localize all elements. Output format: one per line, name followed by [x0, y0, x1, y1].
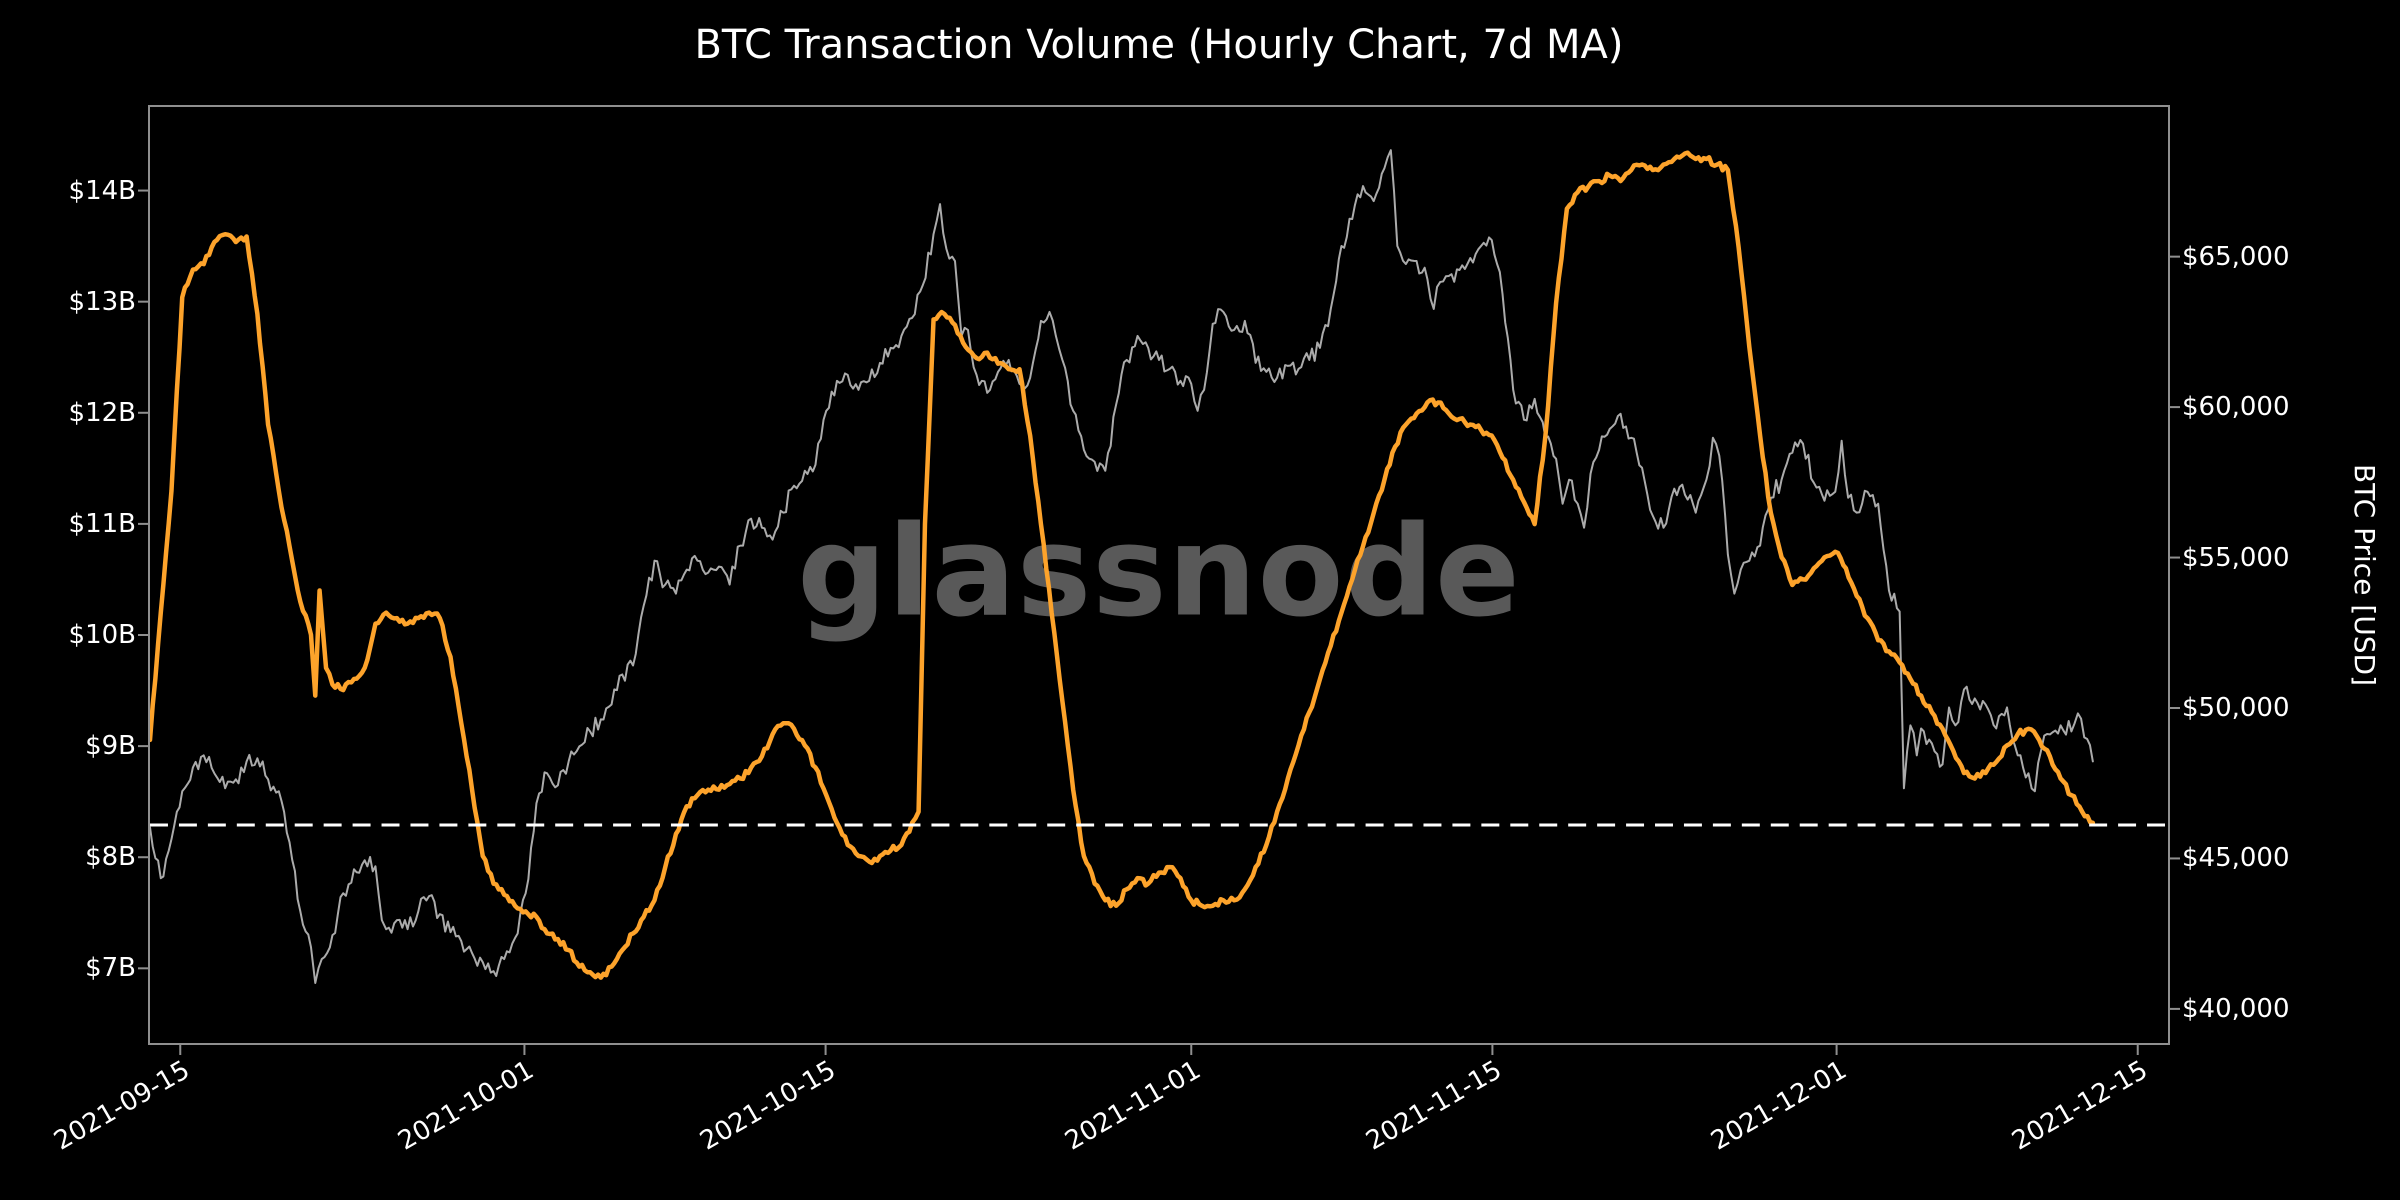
series-line-volume — [150, 150, 2096, 980]
left-tick-label: $9B — [85, 731, 136, 762]
left-tick-label: $14B — [68, 175, 136, 206]
left-tick-label: $13B — [68, 286, 136, 317]
right-tick-label: $40,000 — [2182, 993, 2290, 1024]
x-tick-label: 2021-12-15 — [2006, 1055, 2153, 1157]
chart-lines — [150, 149, 2168, 985]
right-tick-label: $45,000 — [2182, 843, 2290, 874]
x-tick-label: 2021-10-15 — [694, 1055, 841, 1157]
glassnode-watermark: glassnode — [797, 499, 1521, 645]
left-tick-label: $7B — [85, 953, 136, 984]
left-tick-label: $11B — [68, 508, 136, 539]
right-tick-label: $60,000 — [2182, 392, 2290, 423]
x-tick-label: 2021-12-01 — [1705, 1055, 1852, 1157]
x-tick-label: 2021-11-01 — [1060, 1055, 1207, 1157]
right-tick-label: $65,000 — [2182, 241, 2290, 272]
right-tick-label: $55,000 — [2182, 542, 2290, 573]
right-axis-label: BTC Price [USD] — [2348, 463, 2381, 687]
right-tick-label: $50,000 — [2182, 692, 2290, 723]
x-tick-label: 2021-10-01 — [393, 1055, 540, 1157]
series-line-price — [150, 149, 2094, 985]
left-tick-label: $10B — [68, 620, 136, 650]
left-tick-label: $8B — [85, 842, 136, 873]
x-tick-label: 2021-11-15 — [1361, 1055, 1508, 1157]
x-tick-label: 2021-09-15 — [49, 1055, 196, 1157]
left-tick-label: $12B — [68, 397, 136, 428]
chart-title: BTC Transaction Volume (Hourly Chart, 7d… — [694, 22, 1624, 68]
plot-area: glassnode — [148, 105, 2170, 1045]
